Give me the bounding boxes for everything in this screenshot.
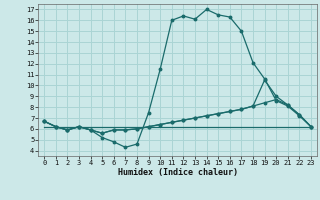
X-axis label: Humidex (Indice chaleur): Humidex (Indice chaleur) [118,168,238,177]
